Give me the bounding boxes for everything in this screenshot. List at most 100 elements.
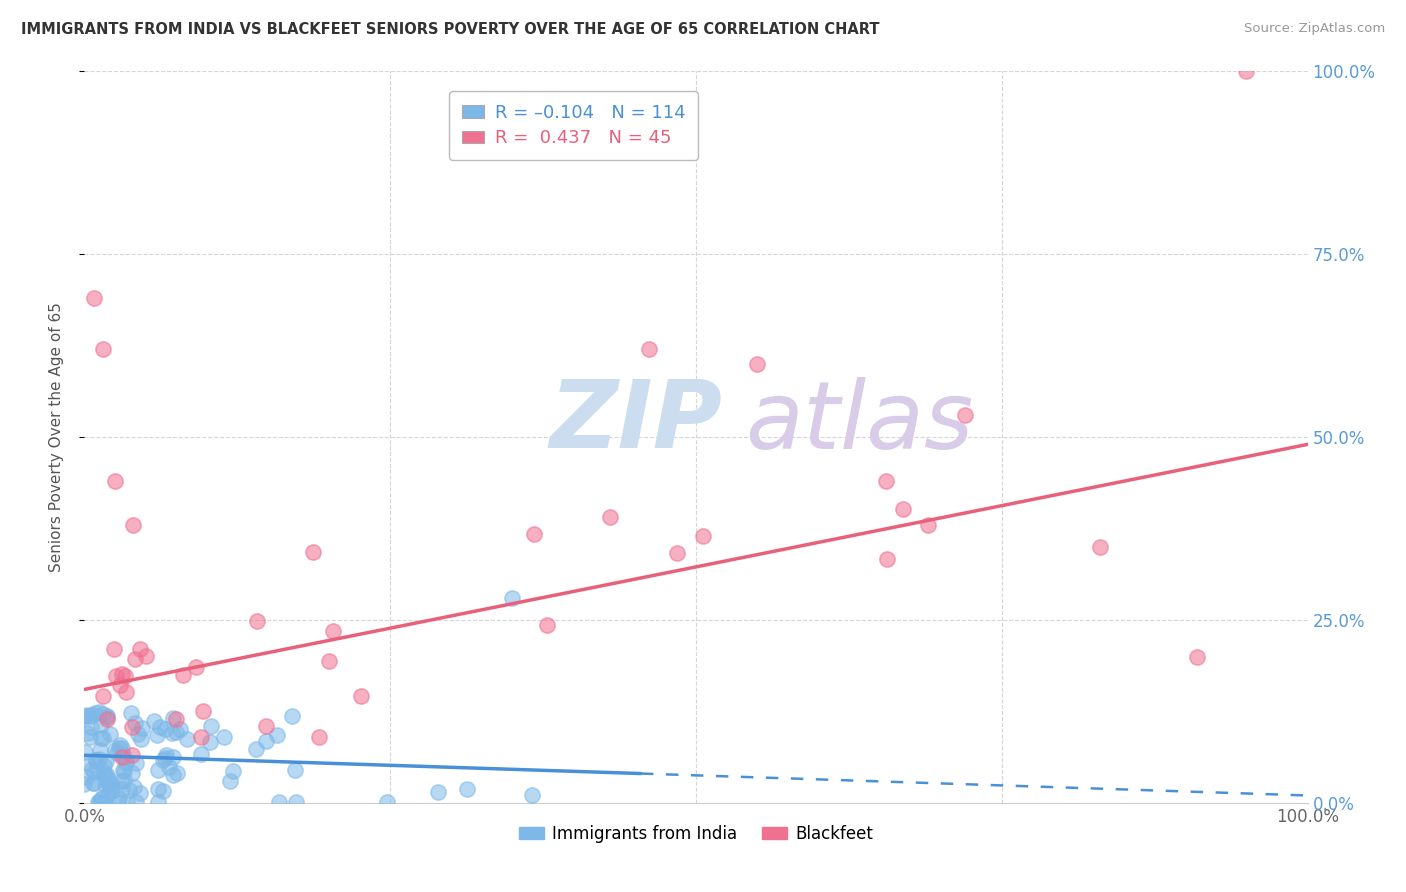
Point (101, 780, 124, 794)
Point (193, 704, 215, 718)
Point (165, 712, 187, 726)
Point (90, 795, 112, 809)
Point (322, 624, 344, 638)
Point (125, 795, 148, 809)
Point (104, 742, 127, 756)
Point (86, 764, 108, 778)
Point (97, 787, 120, 801)
Point (76, 708, 98, 723)
Point (245, 742, 267, 756)
Point (90, 792, 112, 806)
Point (115, 756, 138, 770)
Point (245, 614, 267, 628)
Point (427, 785, 450, 799)
Point (114, 755, 136, 769)
Point (91, 690, 114, 704)
Point (77, 709, 100, 723)
Point (122, 780, 145, 794)
Point (1236, 64, 1258, 78)
Point (79, 730, 101, 744)
Point (198, 734, 221, 748)
Text: ZIP: ZIP (550, 376, 723, 468)
Point (75, 745, 97, 759)
Point (91, 790, 114, 805)
Point (124, 652, 146, 666)
Point (112, 764, 135, 779)
Point (153, 751, 176, 765)
Point (148, 795, 170, 809)
Legend: Immigrants from India, Blackfeet: Immigrants from India, Blackfeet (512, 818, 880, 849)
Point (131, 731, 153, 746)
Point (876, 551, 898, 566)
Point (212, 730, 235, 744)
Point (90, 718, 112, 732)
Point (108, 741, 131, 756)
Point (111, 781, 134, 796)
Point (135, 649, 157, 664)
Point (94, 754, 117, 768)
Point (80, 762, 103, 776)
Point (73, 777, 96, 791)
Point (107, 795, 129, 809)
Point (91, 731, 114, 745)
Point (131, 721, 153, 735)
Point (111, 749, 134, 764)
Point (128, 642, 150, 657)
Point (111, 667, 134, 681)
Point (111, 741, 134, 756)
Point (124, 716, 146, 731)
Point (502, 591, 524, 605)
Point (121, 720, 143, 734)
Point (200, 719, 222, 733)
Point (127, 727, 149, 741)
Point (96, 710, 118, 724)
Point (165, 725, 187, 739)
Point (87, 751, 110, 765)
Point (104, 668, 127, 682)
Point (875, 474, 897, 488)
Point (166, 766, 188, 780)
Point (100, 776, 122, 790)
Point (103, 642, 125, 657)
Point (115, 684, 138, 698)
Point (285, 795, 308, 809)
Point (91, 343, 114, 357)
Point (112, 747, 135, 762)
Point (523, 526, 546, 541)
Point (82, 776, 104, 790)
Point (89, 743, 111, 757)
Point (637, 343, 659, 357)
Point (152, 784, 174, 798)
Text: IMMIGRANTS FROM INDIA VS BLACKFEET SENIORS POVERTY OVER THE AGE OF 65 CORRELATIO: IMMIGRANTS FROM INDIA VS BLACKFEET SENIO… (21, 22, 880, 37)
Text: atlas: atlas (745, 377, 973, 468)
Point (93, 757, 115, 772)
Point (953, 408, 976, 422)
Point (254, 719, 277, 733)
Point (692, 529, 714, 543)
Point (83, 776, 105, 790)
Point (96, 709, 118, 723)
Point (97, 776, 120, 790)
Point (110, 773, 132, 788)
Text: Source: ZipAtlas.com: Source: ZipAtlas.com (1244, 22, 1385, 36)
Point (318, 654, 340, 668)
Point (90, 731, 112, 745)
Point (172, 667, 194, 681)
Point (84, 753, 107, 767)
Point (1088, 540, 1111, 554)
Point (91, 706, 114, 721)
Point (83, 291, 105, 305)
Point (155, 748, 177, 763)
Point (160, 725, 183, 739)
Point (87, 795, 110, 809)
Point (94, 777, 117, 791)
Point (266, 728, 288, 742)
Point (146, 782, 169, 797)
Point (146, 728, 169, 742)
Point (284, 764, 307, 778)
Point (747, 357, 769, 371)
Point (350, 689, 373, 703)
Point (97, 776, 120, 790)
Point (599, 510, 621, 524)
Point (169, 722, 191, 736)
